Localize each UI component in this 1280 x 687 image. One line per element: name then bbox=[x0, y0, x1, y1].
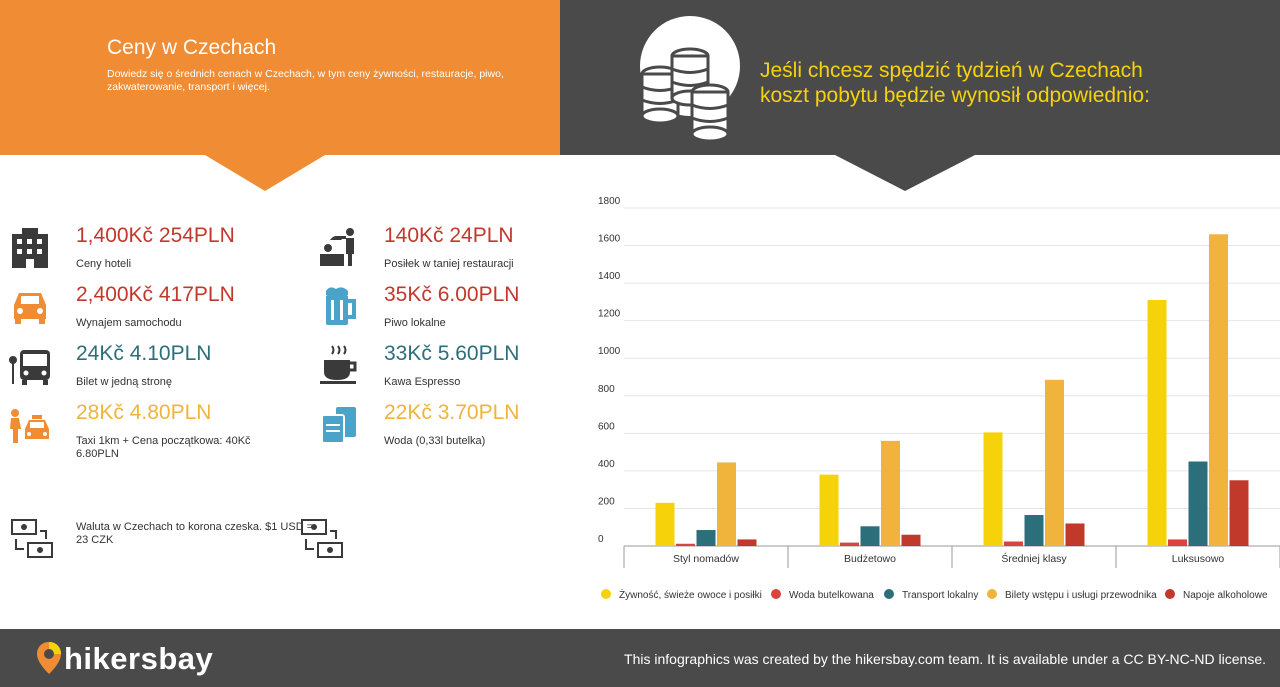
price-label: Wynajem samochodu bbox=[76, 317, 182, 329]
brand-logo: hikersbay bbox=[64, 641, 214, 676]
bar bbox=[696, 530, 716, 546]
bar bbox=[737, 539, 757, 546]
header-orange-panel bbox=[0, 0, 560, 155]
bar bbox=[901, 534, 921, 546]
price-value: 2,400Kč 417PLN bbox=[76, 283, 235, 306]
headline-line-2: koszt pobytu będzie wynosił odpowiednio: bbox=[760, 84, 1150, 107]
price-label: Woda (0,33l butelka) bbox=[384, 435, 486, 447]
legend-label: Bilety wstępu i usługi przewodnika bbox=[1005, 590, 1157, 601]
location-pin-icon bbox=[37, 642, 61, 674]
cost-bar-chart: 0 200 400 600 800 1000 1200 1400 1600 1800 Styl no… bbox=[598, 196, 1280, 601]
bar bbox=[1065, 523, 1085, 546]
price-label: Piwo lokalne bbox=[384, 317, 446, 329]
bar bbox=[860, 526, 880, 546]
bar bbox=[676, 543, 695, 546]
y-tick-label: 200 bbox=[598, 496, 615, 507]
page-title: Ceny w Czechach bbox=[107, 36, 277, 59]
y-tick-label: 1400 bbox=[598, 271, 621, 282]
legend-marker bbox=[771, 589, 781, 599]
legend-label: Woda butelkowana bbox=[789, 590, 874, 601]
bar bbox=[1147, 300, 1167, 546]
license-text: This infographics was created by the hik… bbox=[624, 651, 1266, 667]
price-value: 24Kč 4.10PLN bbox=[76, 342, 212, 365]
x-tick-label: Styl nomadów bbox=[673, 553, 739, 565]
water-icon bbox=[321, 407, 356, 444]
coins-icon bbox=[640, 47, 730, 143]
price-label: Taxi 1km + Cena początkowa: 40Kč 6.80PLN bbox=[76, 435, 251, 460]
y-tick-label: 400 bbox=[598, 459, 615, 470]
bar bbox=[1168, 539, 1187, 546]
bar bbox=[983, 432, 1003, 546]
bus-icon bbox=[9, 350, 50, 385]
beer-icon bbox=[326, 287, 356, 325]
bar bbox=[1004, 541, 1023, 546]
car-icon bbox=[14, 293, 46, 324]
price-value: 35Kč 6.00PLN bbox=[384, 283, 520, 306]
hotel-icon bbox=[12, 228, 48, 268]
bar bbox=[1024, 515, 1044, 546]
legend-marker bbox=[1165, 589, 1175, 599]
currency-text: Waluta w Czechach to korona czeska. $1 U… bbox=[76, 521, 314, 546]
y-tick-label: 1600 bbox=[598, 234, 621, 245]
price-value: 22Kč 3.70PLN bbox=[384, 401, 520, 424]
headline-line-1: Jeśli chcesz spędzić tydzień w Czechach bbox=[760, 59, 1143, 82]
footer: hikersbay This infographics was created … bbox=[0, 629, 1280, 687]
bar bbox=[840, 542, 859, 546]
restaurant-icon bbox=[320, 228, 354, 266]
y-tick-label: 1800 bbox=[598, 196, 621, 207]
bar bbox=[717, 462, 736, 546]
header-orange-notch bbox=[205, 155, 325, 191]
legend-marker bbox=[601, 589, 611, 599]
coffee-icon bbox=[320, 345, 357, 384]
price-label: Kawa Espresso bbox=[384, 376, 461, 388]
y-tick-label: 600 bbox=[598, 421, 615, 432]
price-label: Ceny hoteli bbox=[76, 258, 132, 270]
page-subtitle: Dowiedz się o średnich cenach w Czechach… bbox=[107, 68, 504, 93]
legend-marker bbox=[987, 589, 997, 599]
currency-exchange-icon bbox=[11, 519, 53, 558]
price-value: 1,400Kč 254PLN bbox=[76, 224, 235, 247]
price-value: 140Kč 24PLN bbox=[384, 224, 514, 247]
header-dark-notch bbox=[835, 155, 975, 191]
y-tick-label: 0 bbox=[598, 534, 604, 545]
bar bbox=[1209, 234, 1228, 546]
currency-info: Waluta w Czechach to korona czeska. $1 U… bbox=[0, 515, 560, 565]
taxi-icon bbox=[10, 409, 49, 443]
bar bbox=[1188, 461, 1208, 546]
legend-marker bbox=[884, 589, 894, 599]
bar bbox=[1045, 379, 1064, 546]
legend-label: Napoje alkoholowe bbox=[1183, 590, 1268, 601]
x-tick-label: Budżetowo bbox=[844, 553, 896, 565]
x-tick-label: Luksusowo bbox=[1172, 553, 1225, 565]
y-tick-label: 1000 bbox=[598, 346, 621, 357]
y-tick-label: 800 bbox=[598, 384, 615, 395]
bar bbox=[655, 502, 675, 546]
legend-label: Transport lokalny bbox=[902, 590, 978, 601]
price-label: Posiłek w taniej restauracji bbox=[384, 258, 514, 270]
price-value: 28Kč 4.80PLN bbox=[76, 401, 212, 424]
bar bbox=[881, 440, 900, 546]
bar bbox=[819, 474, 839, 546]
x-tick-label: Średniej klasy bbox=[1001, 552, 1067, 565]
y-tick-label: 1200 bbox=[598, 309, 621, 320]
price-label: Bilet w jedną stronę bbox=[76, 376, 172, 388]
currency-exchange-icon bbox=[301, 519, 343, 558]
legend-label: Żywność, świeże owoce i posiłki bbox=[619, 588, 762, 601]
headline: Jeśli chcesz spędzić tydzień w Czechach … bbox=[760, 58, 1260, 108]
price-value: 33Kč 5.60PLN bbox=[384, 342, 520, 365]
bar bbox=[1229, 480, 1249, 546]
